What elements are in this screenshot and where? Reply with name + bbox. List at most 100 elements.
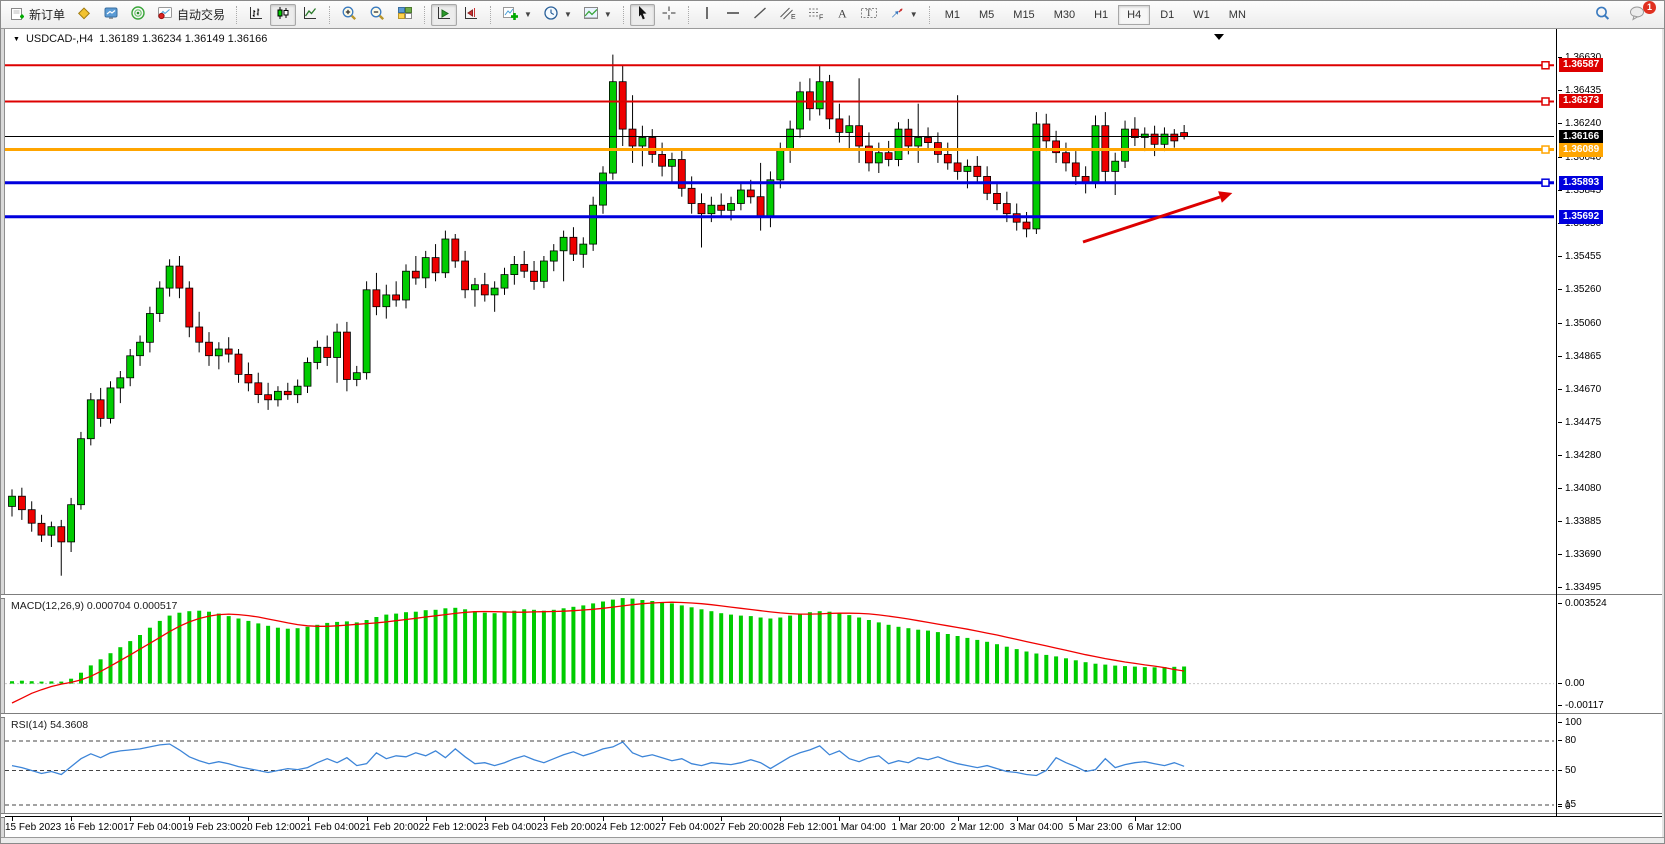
axis-tick-label: 1.36240 <box>1558 118 1601 129</box>
axis-tick-label: 0.003524 <box>1558 598 1607 609</box>
time-tick-label: 2 Mar 12:00 <box>950 822 1004 833</box>
time-tick-label: 21 Feb 20:00 <box>359 822 419 833</box>
svg-text:A: A <box>838 7 847 21</box>
periods-button[interactable]: ▼ <box>538 4 577 26</box>
cursor-icon <box>635 5 650 24</box>
auto-scroll-button[interactable] <box>431 3 458 26</box>
crosshair-button[interactable] <box>656 4 682 26</box>
chart-line-button[interactable] <box>297 4 323 26</box>
axis-tick-label: 1.33885 <box>1558 516 1601 527</box>
cursor-button[interactable] <box>629 3 655 26</box>
tile-windows-icon <box>397 5 413 24</box>
toolbar-separator <box>490 5 492 24</box>
timeframe-m30[interactable]: M30 <box>1045 5 1084 25</box>
chart-symbol-timeframe: USDCAD-,H4 <box>25 33 94 45</box>
time-axis[interactable]: 15 Feb 2023 16 Feb 12:00 17 Feb 04:00 19 Fe… <box>5 816 1664 837</box>
chat-bubble-icon <box>1629 5 1647 24</box>
metaeditor-button[interactable] <box>71 4 97 26</box>
time-tick <box>71 817 73 821</box>
indicators-button[interactable]: ▼ <box>497 4 537 26</box>
chart-candles-button[interactable] <box>270 3 297 26</box>
timeframe-h1[interactable]: H1 <box>1085 5 1117 25</box>
time-tick-label: 28 Feb 12:00 <box>773 822 833 833</box>
terminal-button[interactable] <box>98 4 124 26</box>
time-tick <box>839 817 841 821</box>
axis-tick-label: 1.36435 <box>1558 85 1601 96</box>
horizontal-line-button[interactable] <box>720 4 746 26</box>
indicators-icon <box>502 5 519 24</box>
autotrading-button[interactable]: 自动交易 <box>152 4 230 26</box>
axis-tick-label: 1.35060 <box>1558 318 1601 329</box>
time-tick-label: 22 Feb 12:00 <box>418 822 478 833</box>
equidistant-channel-button[interactable]: E <box>774 4 801 26</box>
trendline-icon <box>752 5 768 24</box>
current-price-label: 1.36166 <box>1559 130 1604 144</box>
level-price-label: 1.36089 <box>1559 143 1604 157</box>
timeframe-w1[interactable]: W1 <box>1184 5 1219 25</box>
time-tick <box>543 817 545 821</box>
timeframe-m15[interactable]: M15 <box>1004 5 1043 25</box>
time-tick <box>189 817 191 821</box>
time-tick-label: 16 Feb 12:00 <box>64 822 124 833</box>
macd-panel[interactable] <box>5 597 1556 713</box>
chart-bars-button[interactable] <box>243 4 269 26</box>
signals-icon <box>130 5 146 24</box>
bars-chart-icon <box>248 5 264 24</box>
time-tick <box>1075 817 1077 821</box>
tile-windows-button[interactable] <box>392 4 418 26</box>
signals-button[interactable] <box>125 4 151 26</box>
chevron-down-icon: ▼ <box>524 10 532 19</box>
price-axis[interactable]: 1.36630 1.36435 1.36240 1.36040 1.35845 1.356… <box>1557 29 1664 594</box>
fibonacci-icon: F <box>807 5 824 24</box>
axis-tick-label: 0 <box>1558 801 1571 812</box>
level-price-label: 1.35893 <box>1559 176 1604 190</box>
autotrading-icon <box>157 5 173 24</box>
search-button[interactable] <box>1589 4 1616 26</box>
axis-tick-label: 1.34670 <box>1558 384 1601 395</box>
toolbar-separator <box>622 5 624 24</box>
arrows-icon <box>889 5 905 24</box>
rsi-label: RSI(14) 54.3608 <box>11 719 89 731</box>
time-tick-label: 17 Feb 04:00 <box>123 822 183 833</box>
text-label-button[interactable]: T <box>855 4 883 26</box>
timeframe-m1[interactable]: M1 <box>936 5 969 25</box>
zoom-in-icon <box>341 5 358 25</box>
chart-shift-button[interactable] <box>458 4 484 26</box>
timeframe-d1[interactable]: D1 <box>1151 5 1183 25</box>
candles-chart-icon <box>275 5 291 24</box>
axis-tick-label: 1.34280 <box>1558 450 1601 461</box>
chevron-down-icon: ▼ <box>909 10 918 19</box>
one-click-trading-toggle-icon[interactable]: ▼ <box>13 35 20 43</box>
text-button[interactable]: A <box>830 4 854 26</box>
auto-scroll-icon <box>436 5 452 24</box>
axis-tick-label: 100 <box>1558 717 1582 728</box>
notifications-button[interactable]: 1 <box>1624 1 1656 26</box>
new-order-button[interactable]: 新订单 <box>5 4 70 26</box>
fibonacci-button[interactable]: F <box>802 4 829 26</box>
time-tick <box>307 817 309 821</box>
rsi-panel[interactable] <box>5 716 1556 813</box>
axis-tick-label: 1.34475 <box>1558 417 1601 428</box>
timeframe-h4[interactable]: H4 <box>1118 4 1151 25</box>
toolbar: 新订单 自动交易 ▼ ▼ <box>1 1 1664 29</box>
time-tick-label: 21 Feb 04:00 <box>300 822 360 833</box>
time-tick-label: 27 Feb 20:00 <box>714 822 774 833</box>
zoom-in-button[interactable] <box>336 4 363 26</box>
vertical-line-button[interactable] <box>695 4 719 26</box>
main-chart[interactable] <box>5 29 1556 594</box>
axis-tick-label: 1.34080 <box>1558 483 1601 494</box>
timeframe-mn[interactable]: MN <box>1220 5 1255 25</box>
zoom-out-button[interactable] <box>364 4 391 26</box>
level-price-label: 1.36587 <box>1559 58 1604 72</box>
templates-button[interactable]: ▼ <box>578 4 617 26</box>
time-tick-label: 23 Feb 04:00 <box>477 822 537 833</box>
arrows-tool-button[interactable]: ▼ <box>884 4 923 26</box>
trendline-button[interactable] <box>747 4 773 26</box>
template-icon <box>583 5 599 24</box>
time-tick-label: 3 Mar 04:00 <box>1009 822 1064 833</box>
timeframe-m5[interactable]: M5 <box>970 5 1003 25</box>
horizontal-line-icon <box>725 5 741 24</box>
clock-icon <box>543 5 559 24</box>
time-tick <box>898 817 900 821</box>
time-tick-label: 5 Mar 23:00 <box>1068 822 1123 833</box>
